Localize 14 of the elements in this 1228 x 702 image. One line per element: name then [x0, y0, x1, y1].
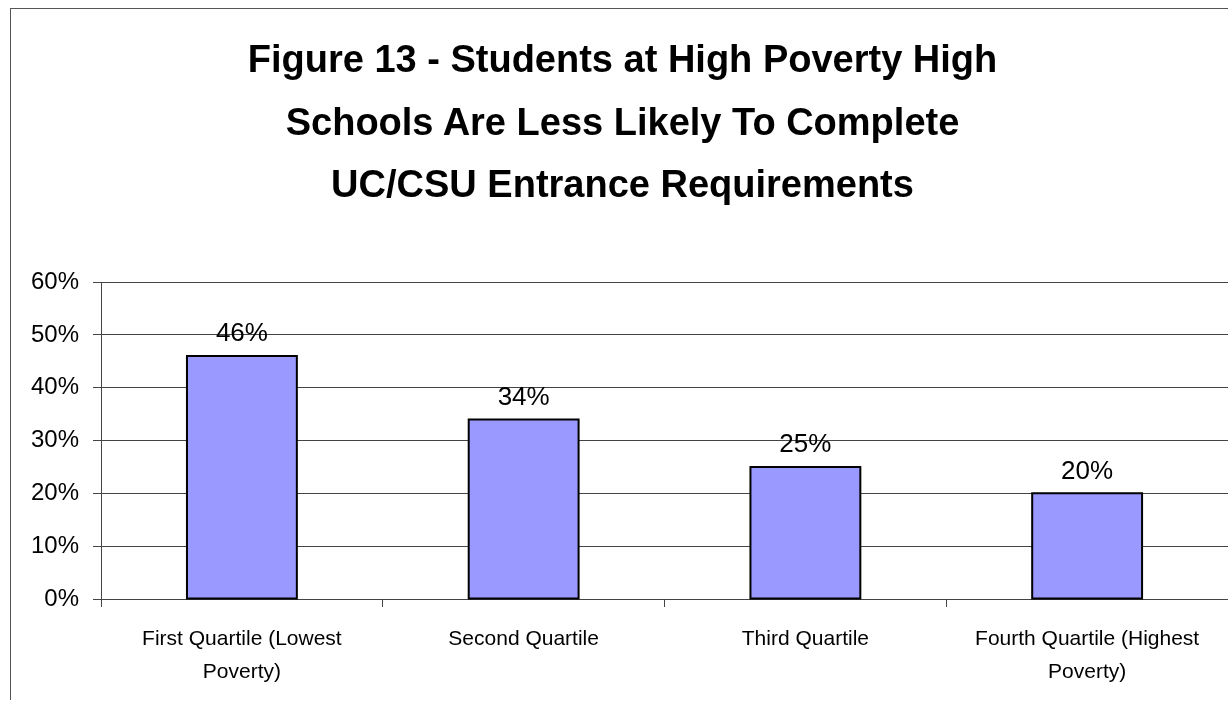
chart-title: Figure 13 - Students at High Poverty High Schools Are Less Likely To Complete UC/CSU Entrance Requirements: [247, 37, 998, 206]
y-tick-label: 50%: [30, 319, 80, 347]
y-tick-label: 40%: [30, 372, 80, 400]
x-tick-label: Second Quartile: [448, 626, 599, 650]
x-tick-label: First Quartile (Lowest Poverty): [142, 626, 342, 683]
y-tick-label: 60%: [30, 266, 80, 294]
data-label: 20%: [1061, 454, 1114, 485]
y-tick-label: 30%: [30, 425, 80, 453]
y-tick-label: 0%: [44, 583, 80, 611]
data-label: 34%: [497, 380, 550, 411]
x-tick-label: Fourth Quartile (Highest Poverty): [975, 626, 1200, 683]
y-tick-label: 20%: [30, 477, 80, 505]
x-tick-label: Third Quartile: [741, 626, 869, 650]
y-tick-label: 10%: [30, 530, 80, 558]
